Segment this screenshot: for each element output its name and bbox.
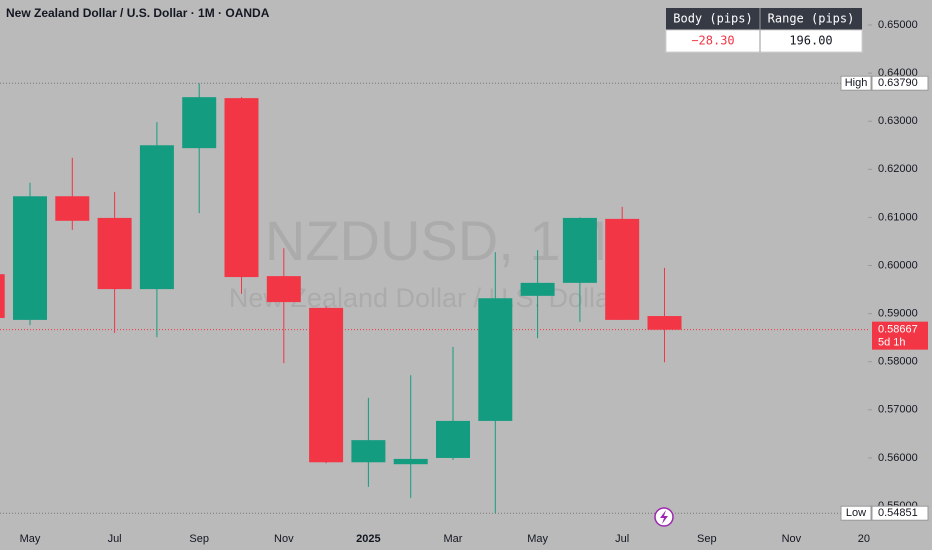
candle-body xyxy=(647,316,682,330)
x-tick-label: Mar xyxy=(444,533,463,545)
chart-title: New Zealand Dollar / U.S. Dollar · 1M · … xyxy=(6,6,270,20)
x-tick-label: Jul xyxy=(615,533,629,545)
y-tick-label: 0.59000 xyxy=(878,308,918,320)
candle-body xyxy=(0,274,5,318)
last-price-label: 0.58667 xyxy=(878,324,918,336)
candle-body xyxy=(351,440,386,463)
candle-body xyxy=(55,196,90,221)
x-tick-label: Jul xyxy=(108,533,122,545)
badge-name: Low xyxy=(846,507,866,519)
y-tick-label: 0.62000 xyxy=(878,163,918,175)
candle-body xyxy=(13,196,47,320)
table-row-bg xyxy=(665,29,863,53)
table-header: Body (pips) xyxy=(673,12,752,26)
badge-bg xyxy=(871,75,929,91)
x-tick-label: Sep xyxy=(189,533,209,545)
table-value: 196.00 xyxy=(789,34,832,48)
candle-body xyxy=(309,307,344,463)
stats-table: Body (pips) Range (pips) −28.30 196.00 xyxy=(665,8,863,53)
candle-body xyxy=(182,97,217,149)
x-tick-label: May xyxy=(527,533,548,545)
y-tick-label: 0.61000 xyxy=(878,211,918,223)
y-tick-label: 0.56000 xyxy=(878,452,918,464)
table-header-bg xyxy=(666,8,862,30)
candle-body xyxy=(97,217,132,290)
y-tick-label: 0.57000 xyxy=(878,404,918,416)
table-value: −28.30 xyxy=(691,34,734,48)
badge-value: 0.54851 xyxy=(878,507,918,519)
badge-name-bg xyxy=(840,75,872,91)
badge-value: 0.63790 xyxy=(878,77,918,89)
y-tick-label: 0.60000 xyxy=(878,259,918,271)
x-tick-label: 2025 xyxy=(356,533,380,545)
candle-body xyxy=(436,420,470,458)
x-tick-label: Sep xyxy=(697,533,717,545)
alert-icon[interactable] xyxy=(654,507,674,527)
candle-body xyxy=(605,218,640,320)
table-header: Range (pips) xyxy=(768,12,855,26)
y-tick-label: 0.58000 xyxy=(878,356,918,368)
x-tick-label: May xyxy=(20,533,41,545)
x-tick-label: 20 xyxy=(858,533,870,545)
y-tick-label: 0.65000 xyxy=(878,19,918,31)
badge-name: High xyxy=(845,77,868,89)
candle-body xyxy=(562,217,597,283)
x-tick-label: Nov xyxy=(274,533,294,545)
candle-body xyxy=(139,145,174,290)
countdown: 5d 1h xyxy=(878,337,906,349)
badge-bg xyxy=(871,505,929,521)
candle-body xyxy=(520,282,555,296)
candle-body xyxy=(224,98,259,278)
candle-body xyxy=(478,298,513,421)
plot-area xyxy=(0,82,868,514)
y-tick-label: 0.63000 xyxy=(878,115,918,127)
candle-body xyxy=(393,458,428,465)
candle-body xyxy=(266,276,301,303)
badge-name-bg xyxy=(840,505,872,521)
last-price-bg xyxy=(872,321,928,350)
x-tick-label: Nov xyxy=(782,533,802,545)
axes: 0.650000.640000.630000.620000.610000.600… xyxy=(20,19,929,545)
watermark-symbol: NZDUSD, 1M xyxy=(265,209,607,272)
